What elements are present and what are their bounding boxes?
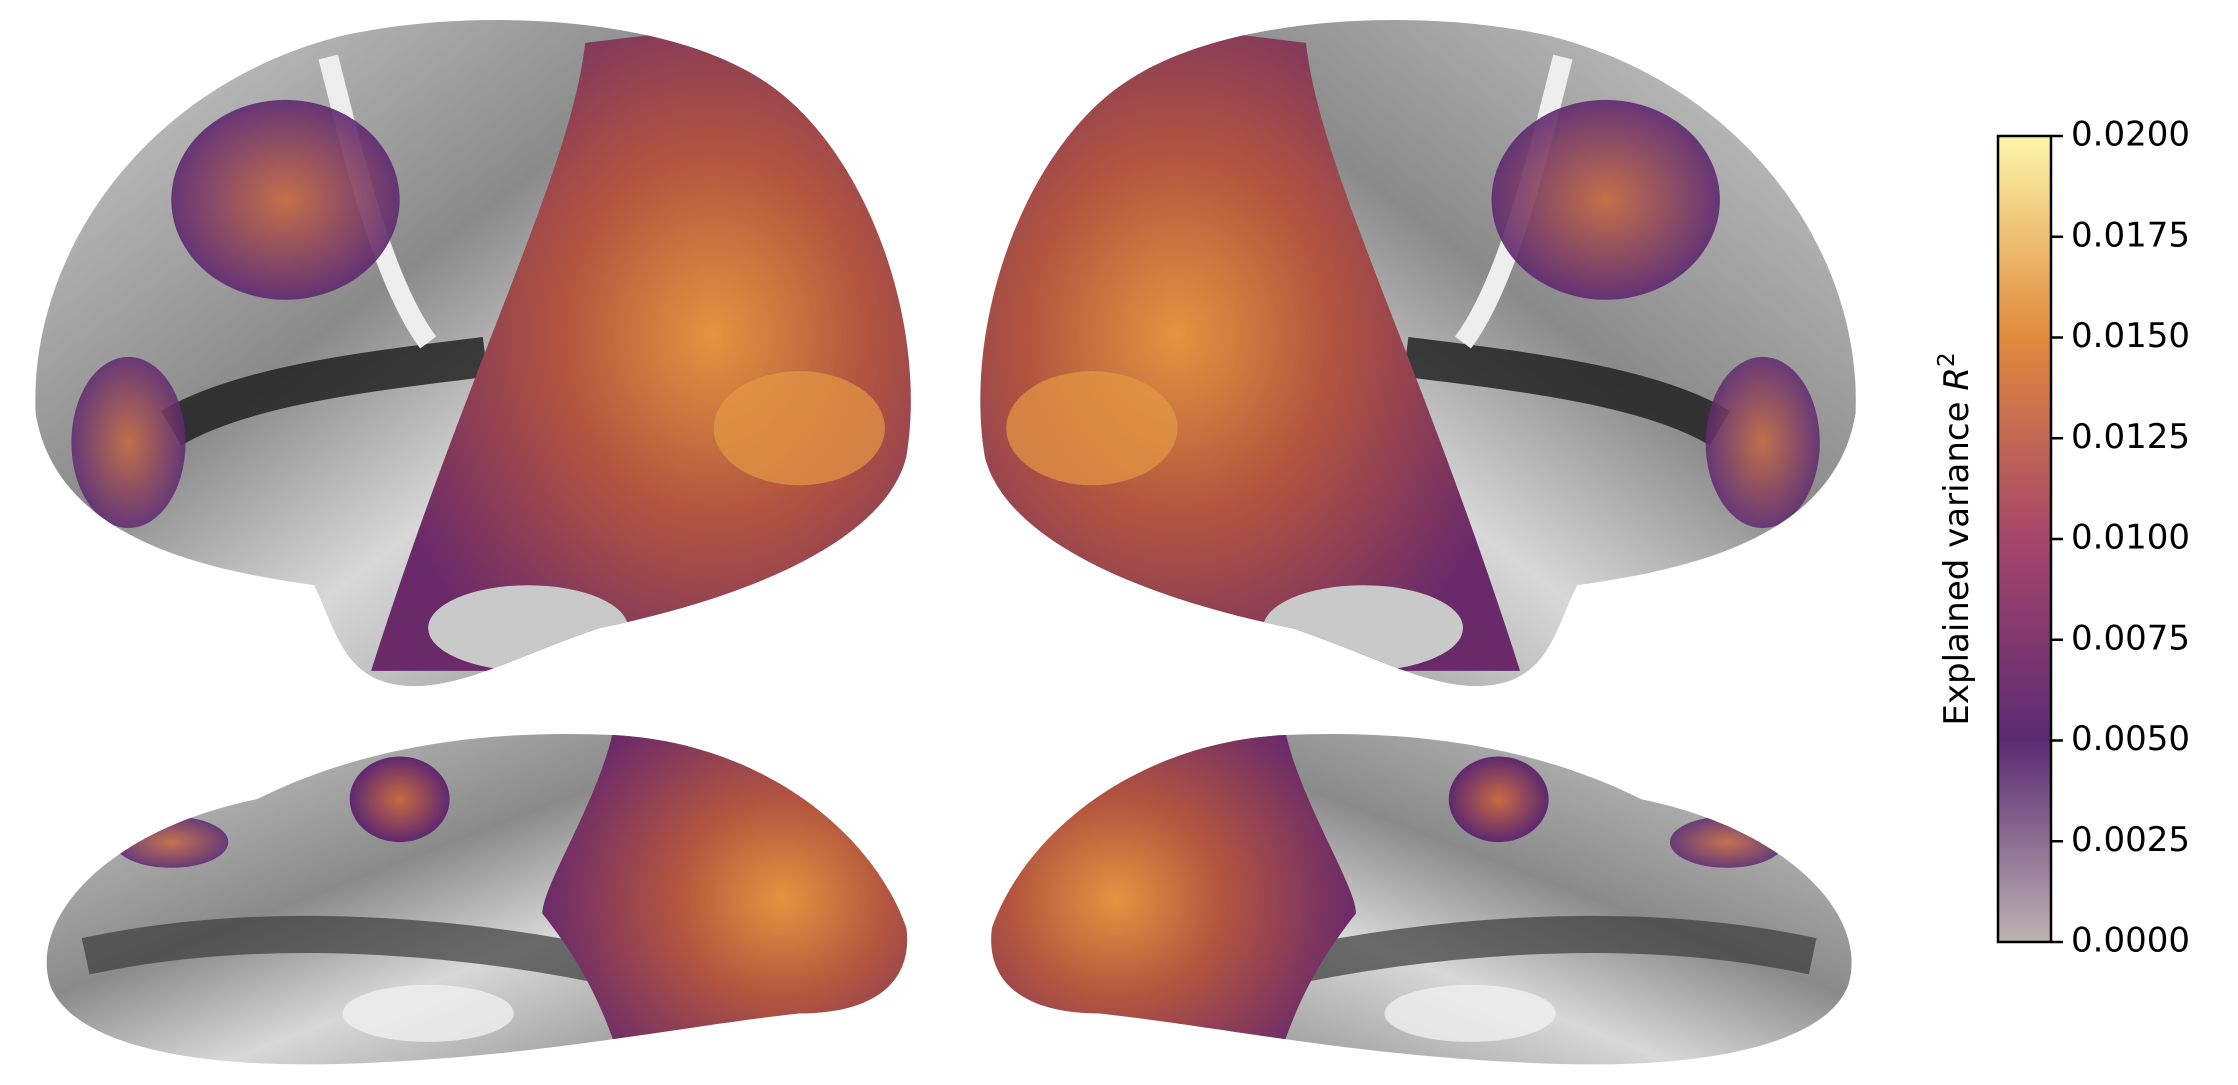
colorbar-label: Explained variance R2 [1934,352,1977,725]
tick-label: 0.0100 [2071,518,2190,558]
brain-views [35,0,1855,1085]
right-ventral [956,714,1851,1085]
colorbar-gradient [1996,134,2053,944]
label-text: Explained variance [1937,401,1977,725]
colorbar: 0.0000 0.0025 0.0050 0.0075 0.0100 0.0125 0.01… [1996,115,2190,961]
tick-label: 0.0200 [2071,115,2190,155]
right-lateral [949,0,1856,686]
label-exponent: 2 [1934,352,1960,367]
tick-label: 0.0125 [2071,417,2190,457]
tick-label: 0.0000 [2071,921,2190,961]
tick-label: 0.0175 [2071,215,2190,255]
tick-label: 0.0075 [2071,618,2190,658]
left-ventral [47,714,942,1085]
tick-label: 0.0025 [2071,820,2190,860]
left-lateral [35,0,942,686]
tick-label: 0.0150 [2071,316,2190,356]
tick-label: 0.0050 [2071,719,2190,759]
label-variable: R [1937,367,1977,391]
